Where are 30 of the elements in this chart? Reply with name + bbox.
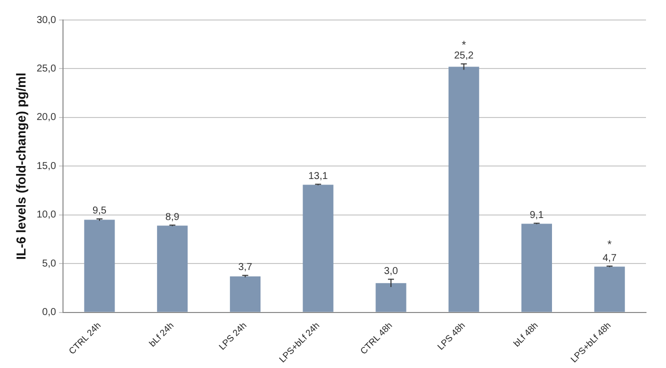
data-label: 9,5 xyxy=(92,206,107,217)
data-label: 4,7 xyxy=(602,252,617,264)
y-tick-label: 20,0 xyxy=(36,112,56,124)
x-tick-label: LPS 48h xyxy=(436,320,468,352)
bar xyxy=(157,226,188,312)
data-label: 25,2 xyxy=(454,50,474,62)
bar xyxy=(302,184,334,312)
data-label: 13,1 xyxy=(308,170,328,182)
bar xyxy=(594,266,625,312)
y-axis-title: IL-6 levels (fold-change) pg/ml xyxy=(13,72,28,260)
bar xyxy=(376,283,406,312)
y-tick-label: 30,0 xyxy=(36,14,56,26)
x-tick-label: bLf 24h xyxy=(147,320,176,349)
bar xyxy=(230,276,261,312)
annotation: * xyxy=(607,239,612,252)
bar xyxy=(84,220,115,312)
bar xyxy=(521,224,552,312)
y-tick-label: 10,0 xyxy=(36,210,56,221)
bar xyxy=(448,66,480,312)
data-label: 3,7 xyxy=(238,262,253,274)
y-tick-label: 0,0 xyxy=(42,307,56,318)
x-tick-label: LPS 24h xyxy=(216,320,248,352)
data-label: 9,1 xyxy=(530,210,544,221)
y-tick-label: 5,0 xyxy=(42,258,56,270)
x-tick-label: bLf 48h xyxy=(512,320,540,349)
y-tick-label: 15,0 xyxy=(36,160,56,172)
annotation: * xyxy=(462,39,467,52)
data-label: 3,0 xyxy=(384,266,398,277)
y-tick-label: 25,0 xyxy=(36,63,56,74)
data-label: 8,9 xyxy=(165,212,180,223)
